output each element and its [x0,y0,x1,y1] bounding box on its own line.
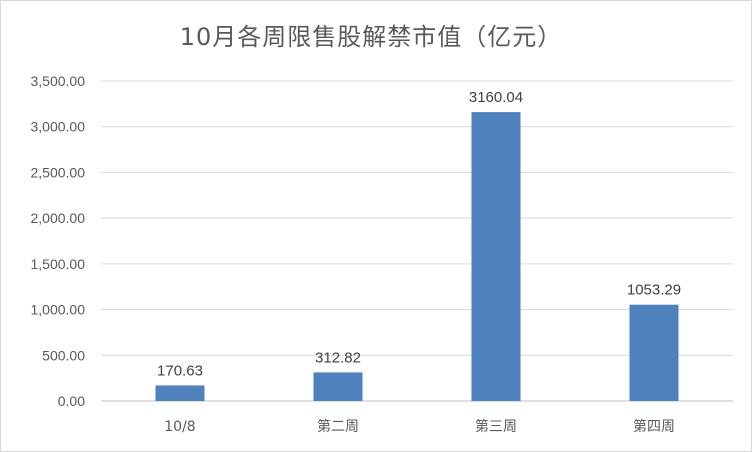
data-label: 1053.29 [627,282,681,299]
y-tick-label: 2,000.00 [31,210,86,226]
data-label: 3160.04 [469,89,523,106]
y-tick-label: 500.00 [42,347,85,363]
y-tick-label: 1,000.00 [31,302,86,318]
bar [471,112,521,401]
bar [313,372,363,401]
y-tick-label: 1,500.00 [31,256,86,272]
x-tick-label: 第四周 [633,418,675,435]
y-tick-label: 2,500.00 [31,164,86,180]
x-tick-label: 第三周 [475,418,517,435]
data-label: 312.82 [315,349,361,366]
bar [629,304,679,401]
bar [155,385,205,401]
x-tick-label: 第二周 [317,418,359,435]
y-tick-label: 3,500.00 [31,73,86,89]
x-tick-label: 10/8 [164,419,195,435]
chart-title: 10月各周限售股解禁市值（亿元） [179,23,563,51]
data-label: 170.63 [157,362,203,379]
y-tick-label: 0.00 [58,393,85,409]
y-tick-label: 3,000.00 [31,119,86,135]
